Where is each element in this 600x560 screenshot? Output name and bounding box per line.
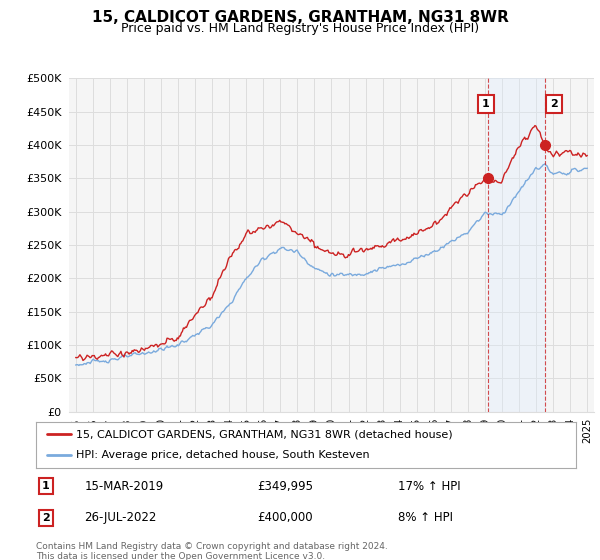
Text: 8% ↑ HPI: 8% ↑ HPI bbox=[398, 511, 453, 524]
Text: 1: 1 bbox=[482, 99, 490, 109]
Text: £349,995: £349,995 bbox=[257, 479, 313, 493]
Text: HPI: Average price, detached house, South Kesteven: HPI: Average price, detached house, Sout… bbox=[77, 450, 370, 460]
Text: 15-MAR-2019: 15-MAR-2019 bbox=[85, 479, 164, 493]
Text: 15, CALDICOT GARDENS, GRANTHAM, NG31 8WR (detached house): 15, CALDICOT GARDENS, GRANTHAM, NG31 8WR… bbox=[77, 429, 453, 439]
Text: Price paid vs. HM Land Registry's House Price Index (HPI): Price paid vs. HM Land Registry's House … bbox=[121, 22, 479, 35]
Text: 1: 1 bbox=[42, 481, 50, 491]
Bar bbox=[488, 78, 545, 412]
Text: £400,000: £400,000 bbox=[257, 511, 313, 524]
Text: Contains HM Land Registry data © Crown copyright and database right 2024.
This d: Contains HM Land Registry data © Crown c… bbox=[36, 542, 388, 560]
Text: 15, CALDICOT GARDENS, GRANTHAM, NG31 8WR: 15, CALDICOT GARDENS, GRANTHAM, NG31 8WR bbox=[92, 10, 508, 25]
Text: 26-JUL-2022: 26-JUL-2022 bbox=[85, 511, 157, 524]
Text: 2: 2 bbox=[550, 99, 558, 109]
Text: 17% ↑ HPI: 17% ↑ HPI bbox=[398, 479, 460, 493]
Text: 2: 2 bbox=[42, 513, 50, 523]
